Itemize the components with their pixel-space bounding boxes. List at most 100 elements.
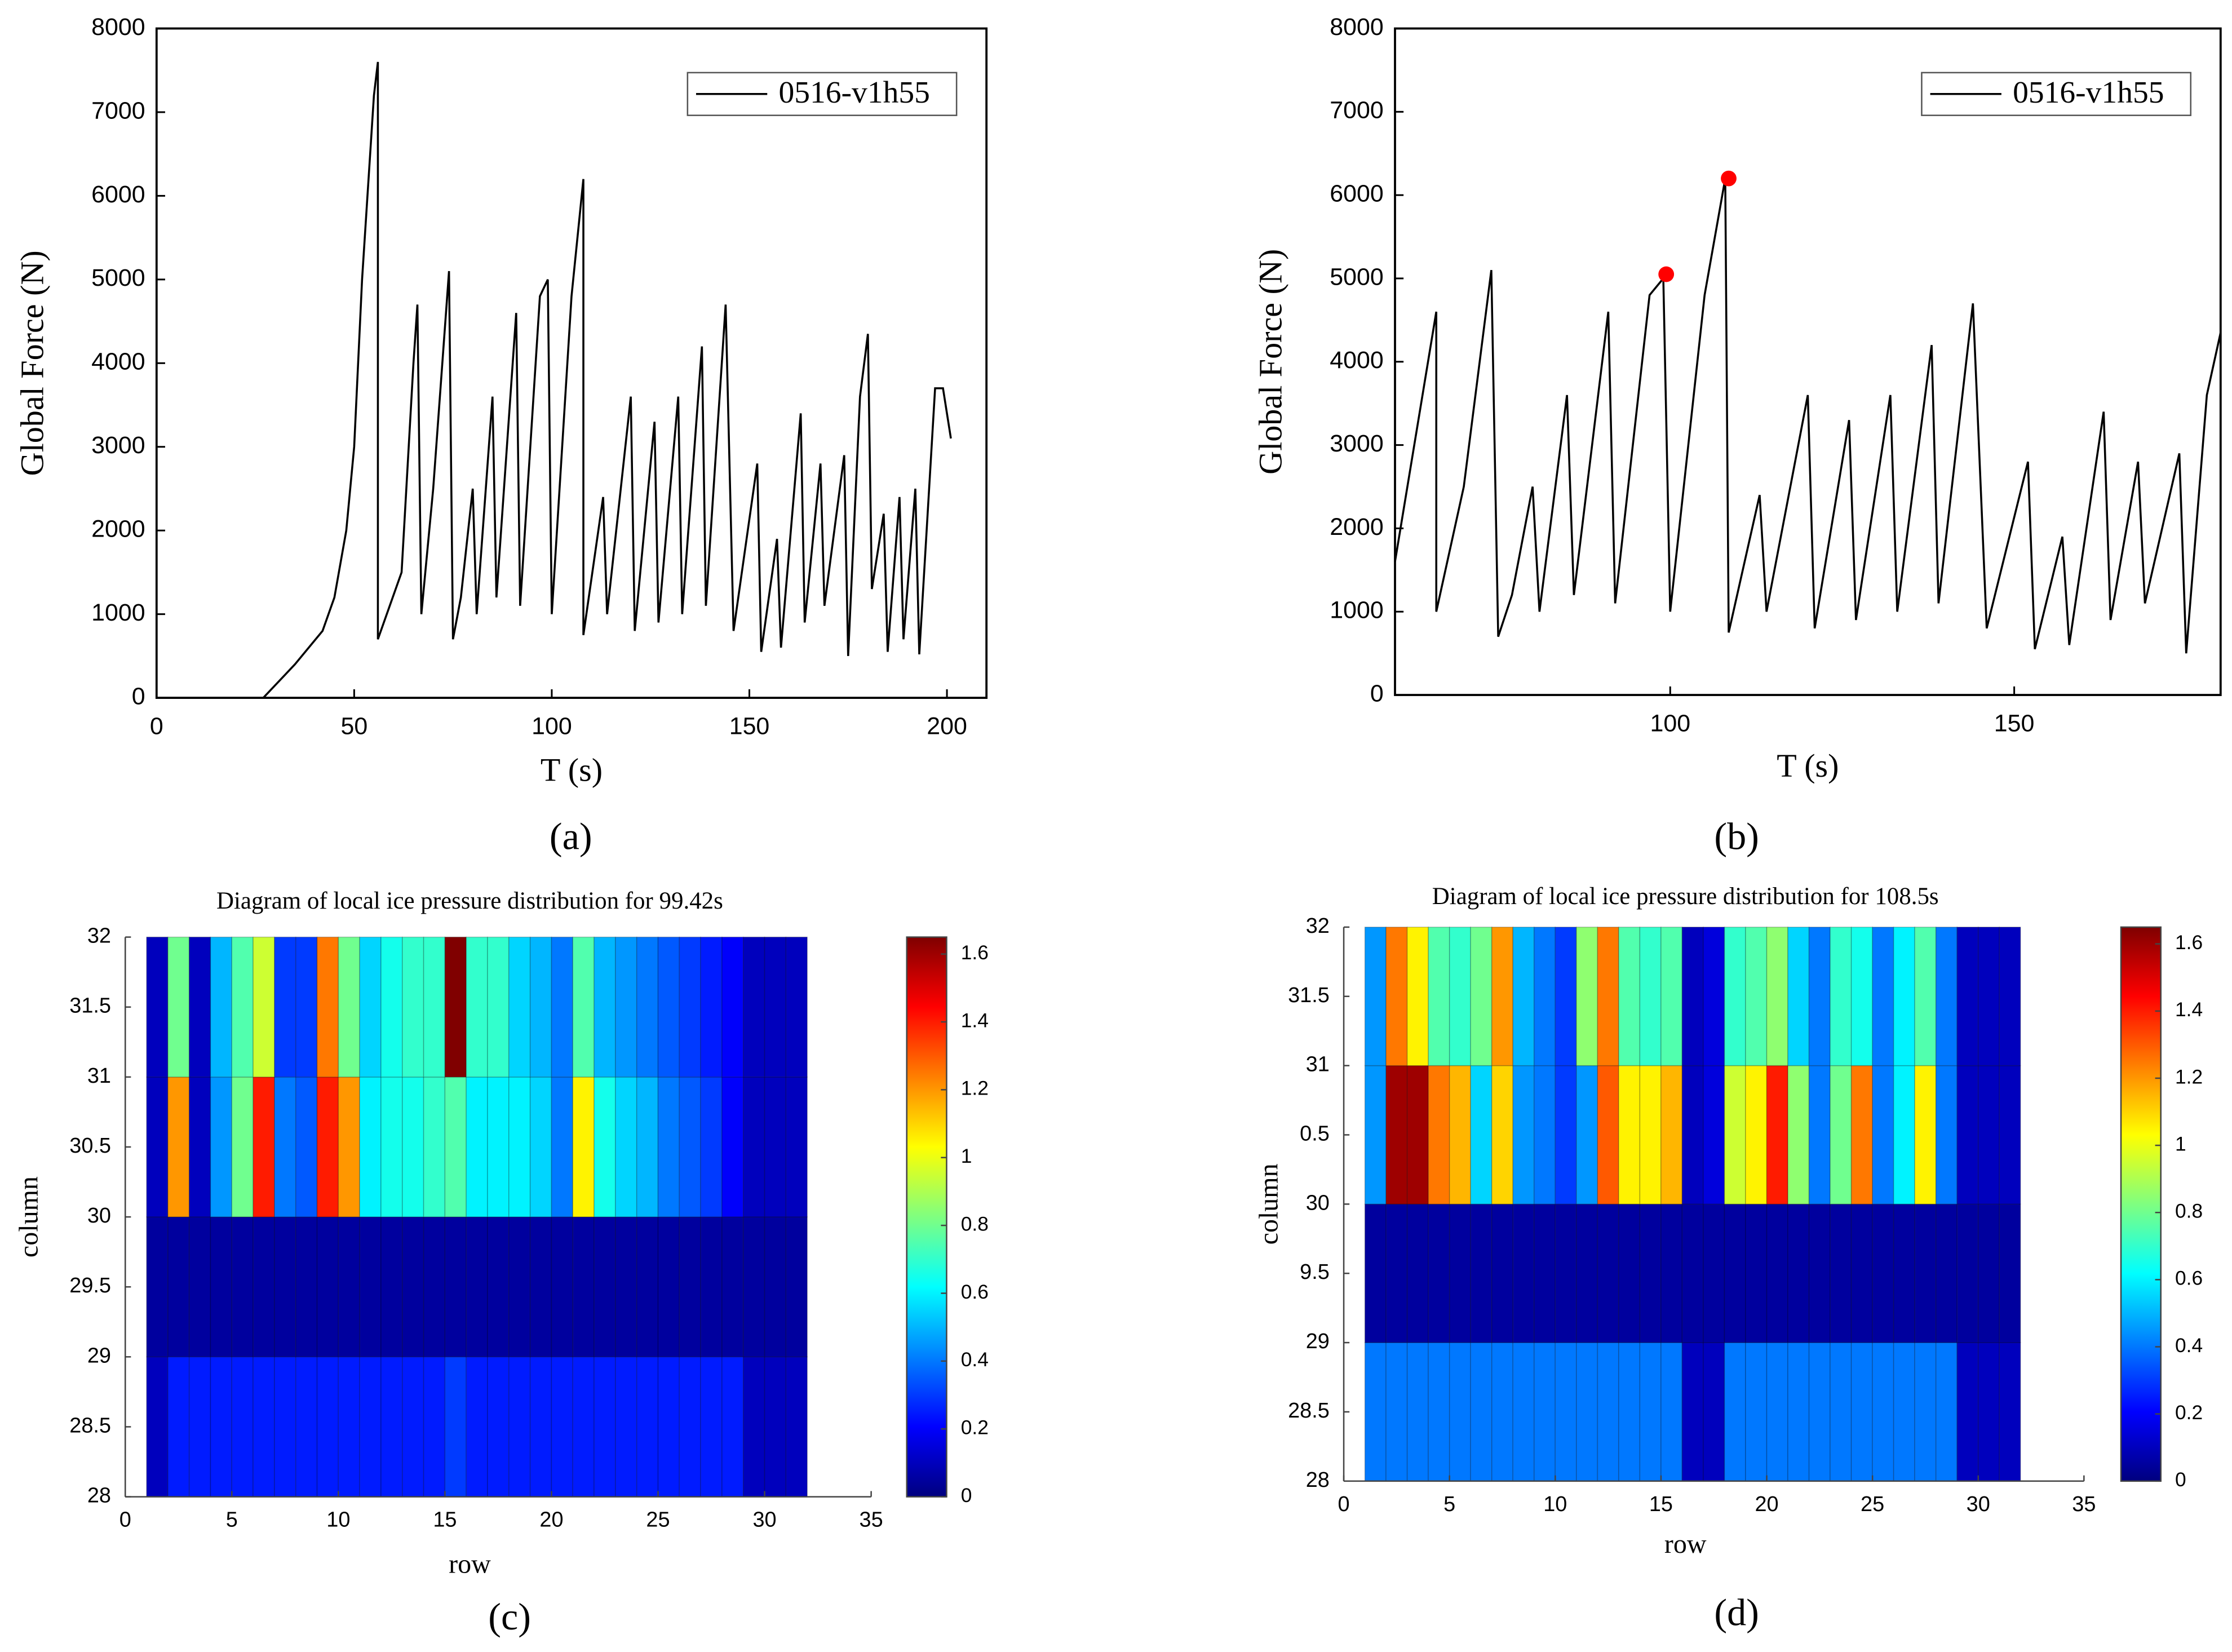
heat-cell (1745, 927, 1768, 1066)
heat-cell (1977, 927, 2000, 1066)
heat-cell (1893, 1065, 1915, 1205)
heat-cell (700, 1216, 723, 1358)
colorbar-tick-label: 1 (961, 1145, 972, 1167)
heat-cell (1618, 1203, 1641, 1343)
heat-cell (742, 1216, 765, 1358)
heat-cell (1406, 927, 1429, 1066)
heat-cell (1597, 1203, 1619, 1343)
heat-cell (785, 936, 808, 1078)
heat-cell (167, 936, 190, 1078)
heat-cell (1724, 1342, 1746, 1482)
heat-cell (551, 1356, 574, 1498)
heat-cell (423, 1077, 446, 1217)
x-tick-label: 25 (1861, 1492, 1884, 1516)
heat-cell (572, 936, 595, 1078)
heat-cell (253, 1356, 275, 1498)
panel-label: (a) (550, 814, 592, 857)
heat-cell (1830, 927, 1852, 1066)
heat-cell (721, 936, 744, 1078)
heat-cell (1385, 1342, 1408, 1482)
heat-cell (551, 936, 574, 1078)
heat-cell (1703, 927, 1725, 1066)
y-axis-label: Global Force (N) (14, 250, 50, 476)
heat-cell (210, 1077, 233, 1217)
heat-cell (1703, 1065, 1725, 1205)
legend-label: 0516-v1h55 (2013, 75, 2164, 110)
y-axis-label: column (14, 1176, 44, 1257)
heat-cell (146, 936, 169, 1078)
heat-cell (1977, 1203, 2000, 1343)
heat-cell (636, 936, 659, 1078)
x-tick-label: 20 (539, 1508, 563, 1532)
y-tick-label: 7000 (91, 97, 145, 124)
heat-cell (615, 1216, 637, 1358)
heat-cell (1999, 1203, 2021, 1343)
heat-cell (700, 936, 723, 1078)
heat-cell (1724, 1065, 1746, 1205)
heat-cell (316, 1216, 339, 1358)
y-tick-label: 29 (1306, 1330, 1330, 1353)
heat-cell (1385, 1203, 1408, 1343)
heat-cell (146, 1077, 169, 1217)
y-tick-label: 0.5 (1300, 1122, 1330, 1145)
heat-cell (423, 1356, 446, 1498)
heat-cell (657, 1216, 680, 1358)
heat-cell (1872, 1203, 1894, 1343)
heat-cell (274, 1216, 296, 1358)
x-tick-label: 15 (1649, 1492, 1673, 1516)
colorbar-tick-label: 0.8 (2175, 1201, 2203, 1223)
heat-cell (487, 1356, 510, 1498)
heat-cell (657, 1356, 680, 1498)
colorbar-tick-label: 0.2 (961, 1417, 989, 1439)
heat-cell (572, 1216, 595, 1358)
colorbar-tick-label: 0.2 (2175, 1402, 2203, 1424)
heat-cell (274, 1356, 296, 1498)
heat-cell (636, 1216, 659, 1358)
heat-cell (1830, 1065, 1852, 1205)
highlight-point (1658, 266, 1675, 282)
heat-cell (1512, 927, 1535, 1066)
heat-cell (785, 1356, 808, 1498)
heat-cell (359, 1216, 382, 1358)
heat-cell (402, 936, 424, 1078)
heat-cell (700, 1077, 723, 1217)
heat-cell (1660, 1065, 1683, 1205)
heat-cell (721, 1077, 744, 1217)
heat-cell (785, 1077, 808, 1217)
x-tick-label: 150 (729, 712, 770, 739)
heat-cell (764, 1356, 787, 1498)
heat-cell (1618, 927, 1641, 1066)
heat-cell (1364, 927, 1387, 1066)
heat-cell (359, 1077, 382, 1217)
heat-cell (615, 1077, 637, 1217)
chart-title: Diagram of local ice pressure distributi… (216, 888, 723, 914)
heat-cell (1808, 1203, 1831, 1343)
heat-cell (1935, 1203, 1958, 1343)
heat-cell (764, 1216, 787, 1358)
heat-cell (1850, 1203, 1873, 1343)
y-tick-label: 29 (87, 1344, 111, 1367)
series-line (1394, 178, 2222, 654)
heat-cell (1956, 1065, 1979, 1205)
y-tick-label: 3000 (91, 432, 145, 459)
heat-cell (594, 1216, 616, 1358)
x-tick-label: 0 (1338, 1492, 1350, 1516)
heat-cell (1470, 1342, 1493, 1482)
panel-label: (b) (1714, 814, 1759, 857)
y-axis-label: column (1254, 1163, 1283, 1244)
heat-cell (188, 1216, 211, 1358)
y-tick-label: 31 (87, 1064, 111, 1088)
y-tick-label: 7000 (1330, 97, 1384, 124)
heat-cell (146, 1216, 169, 1358)
y-tick-label: 32 (87, 924, 111, 948)
heat-cell (231, 1356, 254, 1498)
heat-cell (508, 936, 531, 1078)
heat-cell (1956, 1342, 1979, 1482)
heat-cell (1428, 1203, 1450, 1343)
heat-cell (466, 1356, 488, 1498)
x-axis-label: row (449, 1549, 491, 1579)
heat-cell (1808, 927, 1831, 1066)
heat-cell (657, 936, 680, 1078)
heat-cell (295, 1077, 318, 1217)
